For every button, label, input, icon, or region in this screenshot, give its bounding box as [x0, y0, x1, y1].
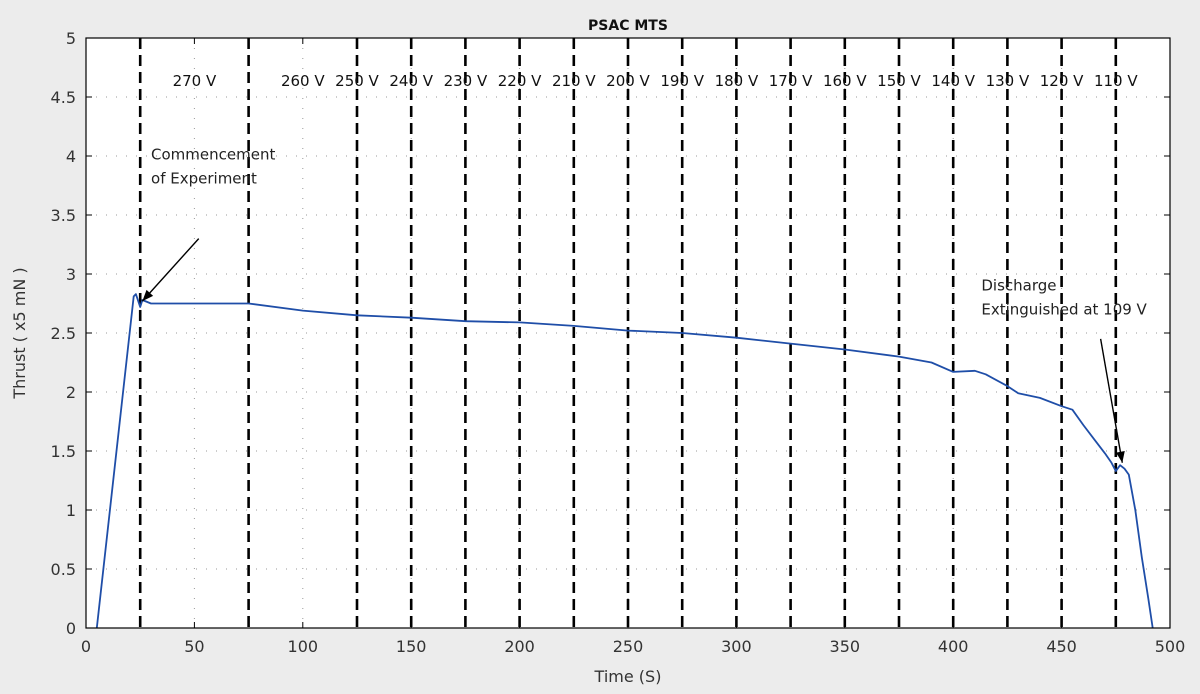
- voltage-band-label: 110 V: [1094, 72, 1138, 90]
- voltage-band-label: 210 V: [552, 72, 596, 90]
- y-tick-label: 2: [66, 383, 76, 402]
- series-layer: [95, 293, 1154, 629]
- voltage-band-label: 120 V: [1040, 72, 1084, 90]
- plot-frame: [85, 37, 1171, 629]
- voltage-band-label: 190 V: [660, 72, 704, 90]
- annotation-text: of Experiment: [151, 170, 257, 188]
- chart-title: PSAC MTS: [588, 18, 668, 34]
- y-tick-label: 0: [66, 619, 76, 638]
- annotation-text: Discharge: [981, 277, 1056, 295]
- x-tick-label: 50: [184, 637, 204, 656]
- x-tick-label: 0: [81, 637, 91, 656]
- y-tick-label: 1.5: [51, 442, 76, 461]
- voltage-band-label: 160 V: [823, 72, 867, 90]
- y-tick-label: 3: [66, 265, 76, 284]
- voltage-band-label: 260 V: [281, 72, 325, 90]
- x-tick-label: 500: [1155, 637, 1186, 656]
- annotation-text: Commencement: [151, 146, 275, 164]
- annotation-arrow-head: [142, 289, 154, 302]
- y-tick-label: 1: [66, 501, 76, 520]
- tick-layer: 0 50 100 150 200 250 300 350 400 450 50000.511.522…: [51, 29, 1186, 656]
- voltage-band-label: 230 V: [444, 72, 488, 90]
- annotation-text: Extinguished at 109 V: [981, 301, 1147, 319]
- x-tick-label: 150: [396, 637, 427, 656]
- voltage-band-label: 200 V: [606, 72, 650, 90]
- x-tick-label: 350: [830, 637, 861, 656]
- divider-layer: [138, 38, 1118, 628]
- x-axis-title: Time (S): [594, 667, 662, 686]
- voltage-band-label: 150 V: [877, 72, 921, 90]
- voltage-band-label: 180 V: [715, 72, 759, 90]
- x-tick-label: 250: [613, 637, 644, 656]
- x-tick-label: 450: [1046, 637, 1077, 656]
- voltage-band-label: 240 V: [389, 72, 433, 90]
- voltage-band-label: 220 V: [498, 72, 542, 90]
- x-tick-label: 200: [504, 637, 535, 656]
- annotation-arrow-line: [141, 238, 200, 302]
- annotation-layer: Commencement of Experiment Discharge Exting…: [141, 146, 1148, 463]
- x-tick-label: 100: [288, 637, 319, 656]
- voltage-band-label: 140 V: [931, 72, 975, 90]
- voltage-band-label: 170 V: [769, 72, 813, 90]
- annotation-arrow-head: [1115, 451, 1125, 463]
- voltage-band-label: 250 V: [335, 72, 379, 90]
- y-tick-label: 4: [66, 147, 76, 166]
- x-tick-label: 400: [938, 637, 969, 656]
- x-tick-label: 300: [721, 637, 752, 656]
- y-tick-label: 5: [66, 29, 76, 48]
- annotation-arrow-line: [1099, 338, 1123, 463]
- band-label-layer: 270 V 260 V 250 V 240 V 230 V 220 V 210 V 200 V…: [173, 72, 1139, 90]
- voltage-band-label: 270 V: [173, 72, 217, 90]
- y-tick-label: 3.5: [51, 206, 76, 225]
- voltage-band-label: 130 V: [986, 72, 1030, 90]
- y-tick-label: 2.5: [51, 324, 76, 343]
- y-tick-label: 4.5: [51, 88, 76, 107]
- y-axis-title: Thrust ( x5 mN ): [10, 267, 29, 399]
- thrust-series-line: [95, 293, 1154, 629]
- y-tick-label: 0.5: [51, 560, 76, 579]
